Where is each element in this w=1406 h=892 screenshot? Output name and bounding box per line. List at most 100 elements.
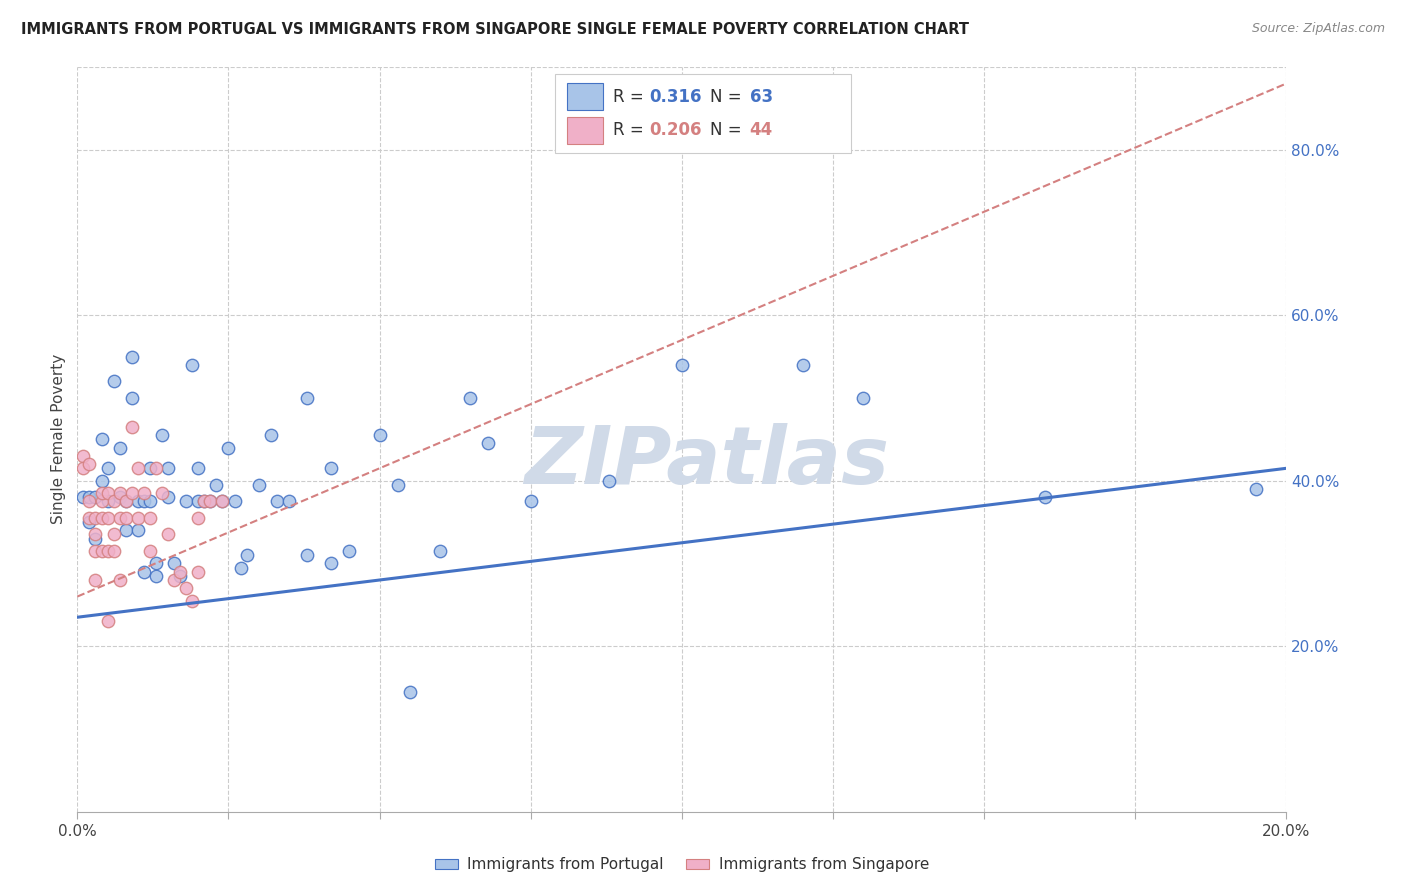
Point bbox=[181, 358, 204, 372]
Point bbox=[187, 565, 209, 579]
Point bbox=[96, 461, 118, 475]
Point bbox=[114, 494, 136, 508]
Point bbox=[150, 428, 173, 442]
Point bbox=[72, 461, 94, 475]
Text: 63: 63 bbox=[749, 87, 773, 105]
Point bbox=[114, 494, 136, 508]
Point bbox=[121, 420, 143, 434]
Point bbox=[96, 486, 118, 500]
Legend: Immigrants from Portugal, Immigrants from Singapore: Immigrants from Portugal, Immigrants fro… bbox=[429, 851, 935, 879]
Point bbox=[90, 544, 112, 558]
Text: ZIPatlas: ZIPatlas bbox=[523, 423, 889, 500]
Point bbox=[598, 474, 620, 488]
Point bbox=[321, 461, 343, 475]
Point bbox=[278, 494, 301, 508]
Point bbox=[852, 391, 875, 405]
Point bbox=[79, 457, 101, 471]
Point bbox=[399, 684, 422, 698]
Point bbox=[295, 391, 318, 405]
Point bbox=[200, 494, 222, 508]
Point bbox=[90, 511, 112, 525]
Point bbox=[174, 582, 197, 596]
Point bbox=[193, 494, 215, 508]
Point bbox=[193, 494, 215, 508]
Point bbox=[1033, 490, 1056, 504]
Point bbox=[139, 461, 162, 475]
Y-axis label: Single Female Poverty: Single Female Poverty bbox=[51, 354, 66, 524]
Text: N =: N = bbox=[710, 87, 747, 105]
Point bbox=[114, 511, 136, 525]
Point bbox=[218, 441, 240, 455]
Point bbox=[132, 486, 155, 500]
Point bbox=[163, 557, 186, 571]
Point bbox=[139, 511, 162, 525]
Point bbox=[90, 494, 112, 508]
Point bbox=[145, 461, 167, 475]
Text: IMMIGRANTS FROM PORTUGAL VS IMMIGRANTS FROM SINGAPORE SINGLE FEMALE POVERTY CORR: IMMIGRANTS FROM PORTUGAL VS IMMIGRANTS F… bbox=[21, 22, 969, 37]
Point bbox=[260, 428, 283, 442]
Point bbox=[200, 494, 222, 508]
Point bbox=[247, 478, 270, 492]
Point bbox=[229, 560, 252, 574]
Point bbox=[266, 494, 288, 508]
Point bbox=[84, 532, 107, 546]
Point bbox=[224, 494, 246, 508]
Point bbox=[235, 548, 257, 562]
Point bbox=[174, 494, 197, 508]
Point bbox=[132, 494, 155, 508]
Point bbox=[387, 478, 409, 492]
Point bbox=[321, 557, 343, 571]
Point bbox=[145, 569, 167, 583]
Point bbox=[429, 544, 451, 558]
Point bbox=[121, 486, 143, 500]
Point bbox=[150, 486, 173, 500]
Point bbox=[96, 511, 118, 525]
Point bbox=[79, 490, 101, 504]
Point bbox=[295, 548, 318, 562]
Point bbox=[157, 490, 180, 504]
Point bbox=[108, 490, 131, 504]
Point bbox=[108, 441, 131, 455]
Point bbox=[163, 573, 186, 587]
Point bbox=[90, 432, 112, 446]
Text: N =: N = bbox=[710, 121, 747, 139]
Text: Source: ZipAtlas.com: Source: ZipAtlas.com bbox=[1251, 22, 1385, 36]
Point bbox=[121, 350, 143, 364]
Point bbox=[108, 511, 131, 525]
Point bbox=[114, 524, 136, 538]
Text: 0.316: 0.316 bbox=[650, 87, 702, 105]
Point bbox=[132, 565, 155, 579]
Point bbox=[84, 490, 107, 504]
Point bbox=[337, 544, 360, 558]
Point bbox=[79, 494, 101, 508]
Point bbox=[84, 511, 107, 525]
Point bbox=[127, 461, 149, 475]
Point bbox=[139, 494, 162, 508]
Text: 0.206: 0.206 bbox=[650, 121, 702, 139]
Text: R =: R = bbox=[613, 121, 650, 139]
Point bbox=[127, 524, 149, 538]
Point bbox=[72, 449, 94, 463]
Text: 44: 44 bbox=[749, 121, 773, 139]
Point bbox=[139, 544, 162, 558]
Point bbox=[477, 436, 499, 450]
Point bbox=[205, 478, 228, 492]
FancyBboxPatch shape bbox=[567, 117, 603, 144]
Point bbox=[211, 494, 233, 508]
Point bbox=[103, 375, 125, 389]
Point bbox=[103, 494, 125, 508]
Point bbox=[187, 461, 209, 475]
Point bbox=[181, 593, 204, 607]
Text: R =: R = bbox=[613, 87, 650, 105]
Point bbox=[108, 486, 131, 500]
Point bbox=[90, 474, 112, 488]
Point bbox=[72, 490, 94, 504]
Point bbox=[157, 527, 180, 541]
Point bbox=[79, 511, 101, 525]
Point bbox=[84, 544, 107, 558]
Point bbox=[187, 494, 209, 508]
Point bbox=[145, 557, 167, 571]
Point bbox=[792, 358, 814, 372]
Point bbox=[103, 544, 125, 558]
Point bbox=[84, 573, 107, 587]
